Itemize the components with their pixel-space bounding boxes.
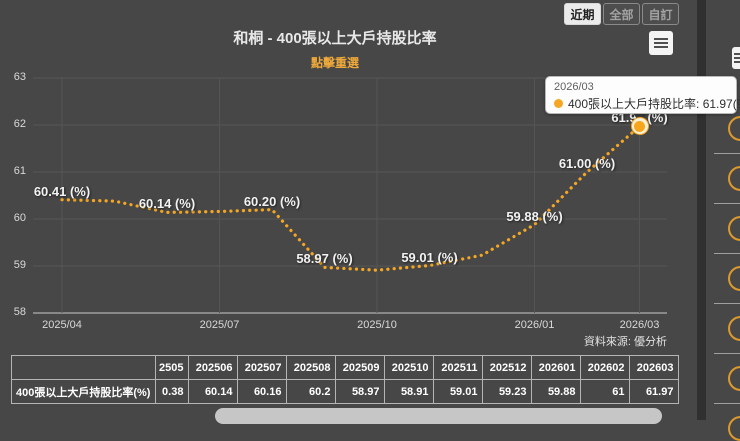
range-tab-2[interactable]: 自訂	[642, 3, 679, 25]
series-bullet-icon	[554, 99, 563, 108]
data-point-label: 61.00 (%)	[558, 156, 616, 171]
x-axis-tick-label: 2025/10	[357, 319, 397, 331]
table-month-header: 202602	[580, 355, 631, 380]
table-month-header: 202509	[335, 355, 386, 380]
sidebar-circle-button[interactable]	[728, 315, 740, 341]
y-axis-tick-label: 59	[13, 259, 26, 271]
hamburger-icon	[734, 61, 740, 63]
data-point-label: 60.14 (%)	[138, 196, 196, 212]
sidebar-item-divider	[714, 303, 740, 304]
table-value-cell: 61	[580, 379, 631, 404]
tooltip-date: 2026/03	[554, 81, 594, 93]
sidebar-menu-icon[interactable]	[732, 47, 740, 69]
last-point-marker-core	[634, 120, 645, 132]
data-point-label: 58.97 (%)	[296, 251, 353, 267]
table-month-header: 202601	[531, 355, 582, 380]
table-month-header: 202511	[433, 355, 484, 380]
hamburger-icon	[654, 38, 668, 40]
table-month-header: 2505	[155, 355, 190, 380]
table-horizontal-scrollbar[interactable]	[215, 408, 662, 424]
table-value-cell: 60.2	[286, 379, 337, 404]
sidebar-item-divider	[714, 203, 740, 204]
table-value-cell: 60.14	[188, 379, 239, 404]
sidebar-circle-button[interactable]	[728, 265, 740, 291]
table-month-header: 202506	[188, 355, 239, 380]
data-point-label: 60.20 (%)	[243, 193, 301, 209]
chart-title: 和桐 - 400張以上大戶持股比率	[233, 30, 437, 47]
range-tab-0[interactable]: 近期	[564, 3, 601, 25]
table-value-cell: 61.97	[629, 379, 680, 404]
sidebar-circle-button[interactable]	[728, 365, 740, 391]
sidebar-circle-button[interactable]	[728, 215, 740, 241]
table-value-cell: 59.01	[433, 379, 484, 404]
stock-chart-page: { "header": { "title": "和桐 - 400張以上大戶持股比…	[10, 0, 740, 441]
y-axis-tick-label: 61	[13, 165, 26, 177]
sidebar-item-divider	[714, 403, 740, 404]
hamburger-icon	[734, 57, 740, 59]
data-point-label: 59.01 (%)	[401, 249, 458, 265]
data-source-label: 資料來源: 優分析	[583, 336, 667, 348]
series-dotted-line	[60, 124, 642, 272]
table-row-label: 400張以上大戶持股比率(%)	[10, 379, 157, 404]
table-month-header: 202507	[237, 355, 288, 380]
table-month-header: 202603	[629, 355, 680, 380]
y-axis-tick-label: 63	[13, 71, 26, 83]
hamburger-icon	[734, 53, 740, 55]
table-value-cell: 59.23	[482, 379, 533, 404]
y-axis-tick-label: 62	[13, 118, 26, 130]
x-axis-tick-label: 2026/01	[514, 319, 555, 331]
table-value-cell: 60.16	[237, 379, 288, 404]
monthly-values-table: 2505 202506 202507 202508 202509 202510 202511…	[10, 355, 680, 404]
chart-context-menu-button[interactable]	[649, 31, 673, 55]
chart-subtitle: 點擊重選	[310, 56, 359, 70]
data-point-label: 60.41 (%)	[33, 183, 91, 199]
table-value-cell: 58.97	[335, 379, 386, 404]
table-value-cell: 0.38	[155, 379, 190, 404]
x-axis-tick-label: 2026/03	[619, 319, 660, 331]
sidebar-circle-button[interactable]	[728, 165, 740, 191]
hamburger-icon	[654, 46, 668, 48]
table-month-header: 202508	[286, 355, 337, 380]
tooltip-series-value: 400張以上大戶持股比率: 61.97(%)	[568, 97, 740, 111]
x-axis-tick-label: 2025/04	[42, 319, 82, 331]
sidebar-circle-button[interactable]	[728, 115, 740, 141]
chart-tooltip: 2026/03 400張以上大戶持股比率: 61.97(%)	[545, 76, 740, 114]
range-tab-group: 近期 全部 自訂	[564, 3, 679, 25]
y-axis-tick-label: 60	[13, 212, 26, 224]
table-value-cell: 59.88	[531, 379, 582, 404]
x-axis-tick-label: 2025/07	[199, 319, 240, 331]
range-tab-1[interactable]: 全部	[603, 3, 640, 25]
sidebar-item-divider	[714, 353, 740, 354]
sidebar-item-divider	[714, 153, 740, 154]
sidebar-item-divider	[714, 253, 740, 254]
data-point-label: 59.88 (%)	[506, 208, 563, 224]
table-corner-cell	[10, 355, 157, 380]
table-month-header: 202510	[384, 355, 435, 380]
table-value-cell: 58.91	[384, 379, 435, 404]
sidebar-divider-strip	[697, 0, 706, 420]
y-axis-tick-label: 58	[13, 306, 26, 318]
tooltip-series-line: 400張以上大戶持股比率: 61.97(%)	[554, 95, 740, 112]
hamburger-icon	[654, 42, 668, 44]
table-month-header: 202512	[482, 355, 533, 380]
